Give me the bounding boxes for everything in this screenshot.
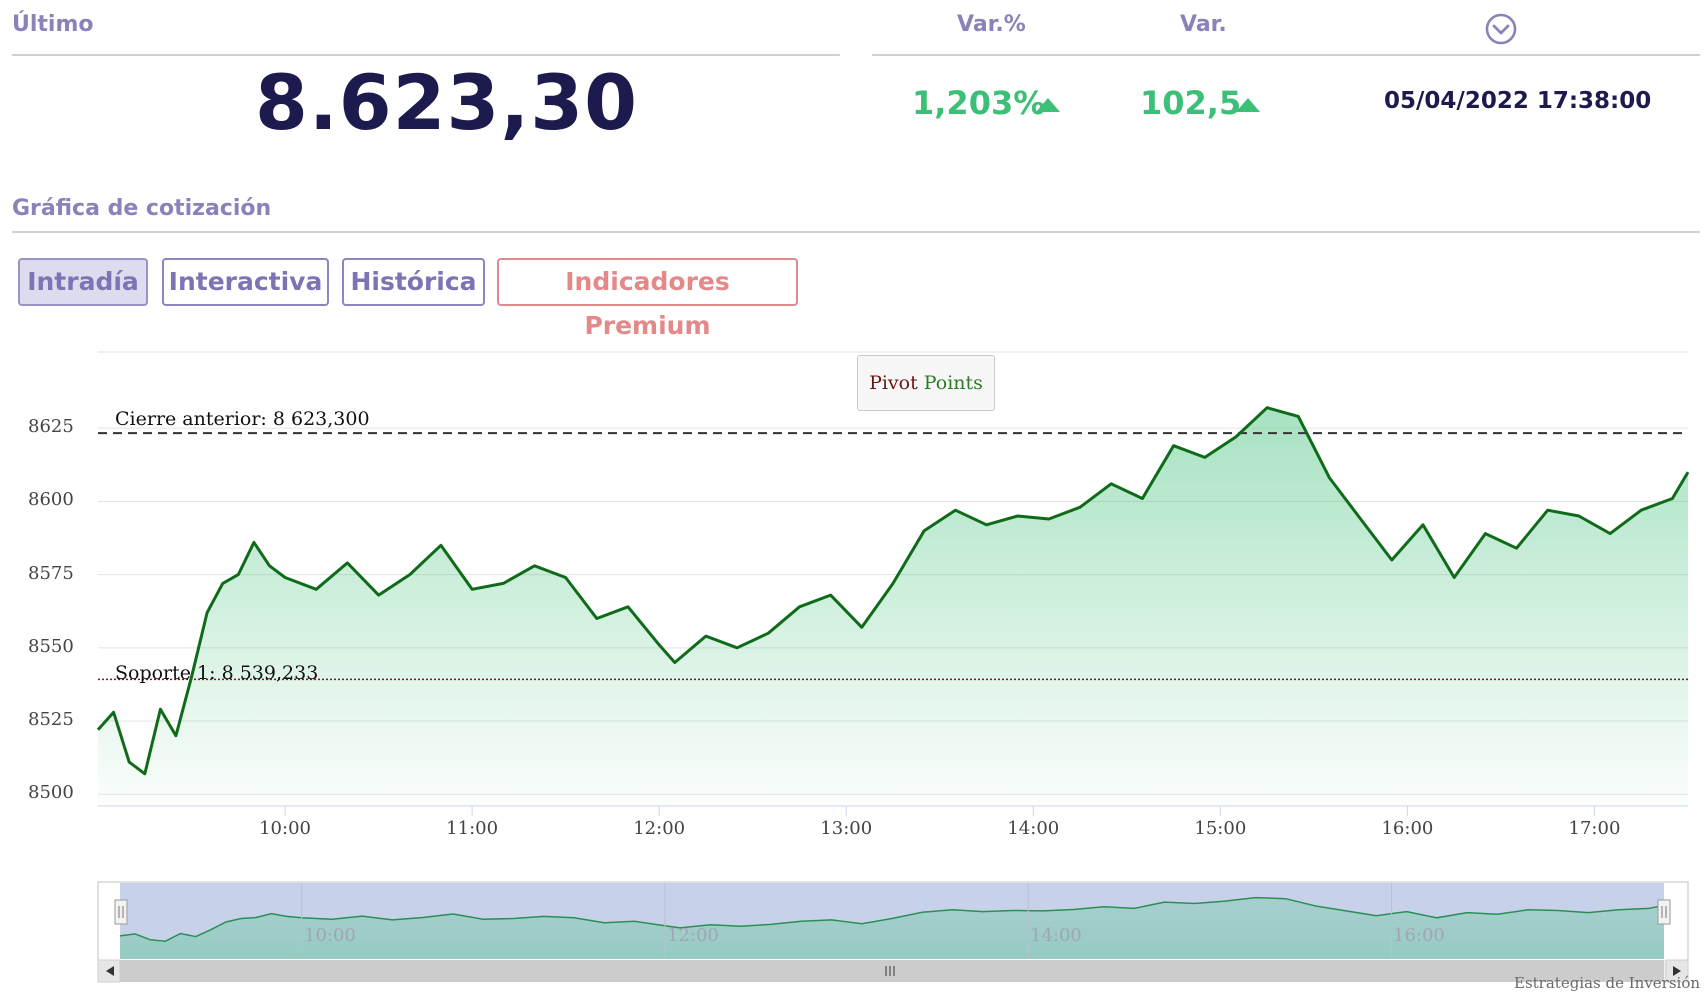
scrollbar-thumb[interactable] (120, 960, 1664, 982)
chevron-down-circle-icon[interactable] (1484, 12, 1518, 46)
section-title: Gráfica de cotización (12, 196, 272, 221)
intraday-chart (96, 351, 1690, 983)
up-arrow-icon (1036, 98, 1060, 112)
y-tick-label: 8550 (28, 635, 74, 657)
y-tick-label: 8525 (28, 709, 74, 731)
x-tick-label: 15:00 (1194, 818, 1247, 839)
y-tick-label: 8500 (28, 782, 74, 804)
price-line (96, 406, 1690, 776)
var-pct-value: 1,203% (912, 84, 1046, 122)
y-tick-label: 8625 (28, 416, 74, 438)
tab-intradia[interactable]: Intradía (18, 258, 148, 306)
var-pct-label: Var.% (957, 12, 1026, 37)
y-tick-label: 8575 (28, 562, 74, 584)
y-tick-label: 8600 (28, 489, 74, 511)
scroll-left-arrow-icon (106, 966, 114, 976)
navigator-tick-label: 12:00 (667, 925, 719, 946)
up-arrow-icon (1236, 98, 1260, 112)
last-label: Último (12, 12, 94, 37)
scroll-right-arrow-icon (1673, 966, 1681, 976)
quote-timestamp: 05/04/2022 17:38:00 (1384, 88, 1652, 114)
credit-text: Estrategias de Inversión (1514, 974, 1701, 992)
pivot-word: Pivot (869, 372, 918, 394)
tab-historica[interactable]: Histórica (342, 258, 485, 306)
section-divider (12, 231, 1700, 233)
previous-close-label: Cierre anterior: 8 623,300 (115, 408, 370, 430)
pivot-points-button[interactable]: Pivot Points (857, 355, 995, 411)
tab-interactiva[interactable]: Interactiva (162, 258, 329, 306)
navigator-handle-left[interactable] (114, 899, 128, 925)
x-tick-label: 13:00 (820, 818, 873, 839)
points-word: Points (923, 372, 983, 394)
navigator-handle-right[interactable] (1657, 899, 1671, 925)
var-label: Var. (1180, 12, 1227, 37)
navigator-area (120, 897, 1664, 959)
x-tick-label: 17:00 (1568, 818, 1621, 839)
navigator-tick-label: 14:00 (1030, 925, 1082, 946)
navigator-line (119, 896, 1665, 942)
header-divider-right (872, 54, 1700, 56)
support-label: Soporte 1: 8 539,233 (115, 662, 319, 684)
x-tick-label: 14:00 (1007, 818, 1060, 839)
header-divider-left (12, 54, 840, 56)
var-value: 102,5 (1140, 84, 1242, 122)
x-tick-label: 10:00 (259, 818, 311, 839)
x-tick-label: 16:00 (1381, 818, 1434, 839)
last-price-value: 8.623,30 (255, 58, 639, 147)
price-area (98, 407, 1688, 806)
tab-indicadores-premium[interactable]: Indicadores Premium (497, 258, 798, 340)
x-tick-label: 12:00 (633, 818, 686, 839)
navigator-tick-label: 16:00 (1393, 925, 1445, 946)
x-tick-label: 11:00 (446, 818, 499, 839)
navigator-tick-label: 10:00 (304, 925, 356, 946)
